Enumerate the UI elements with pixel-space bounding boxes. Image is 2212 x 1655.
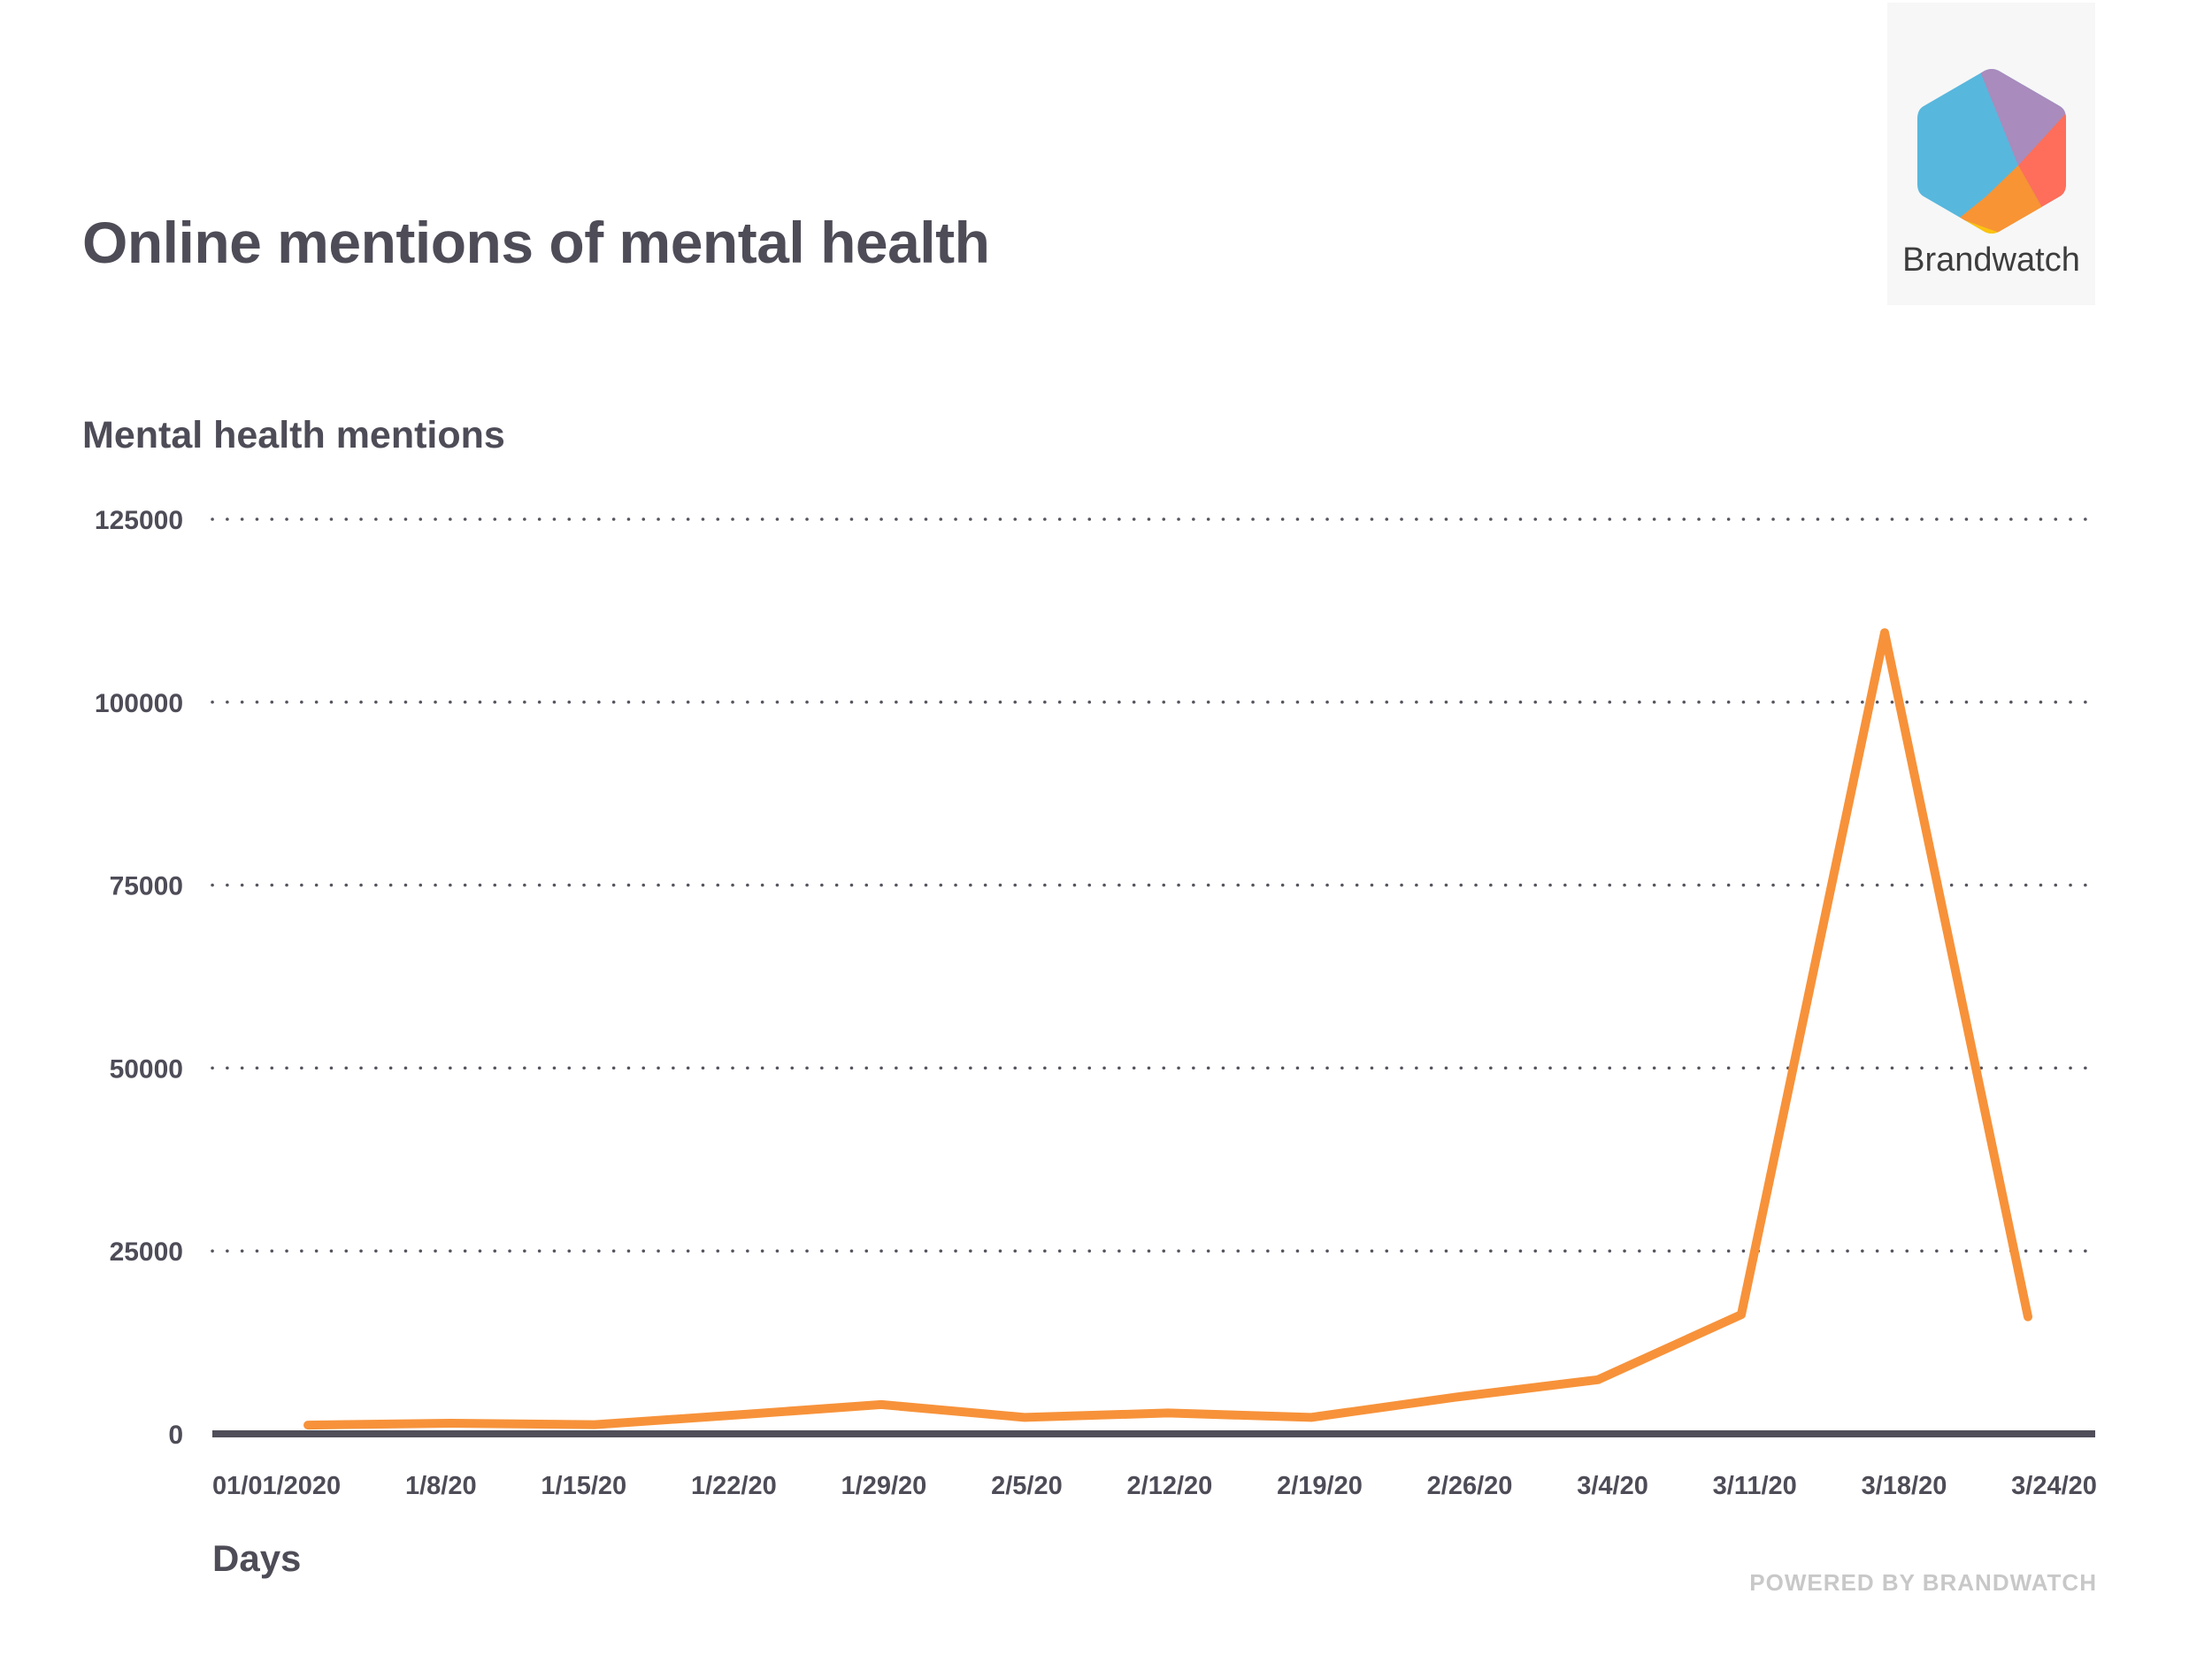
x-tick-label: 3/11/20	[1712, 1472, 1797, 1500]
data-line-layer	[303, 628, 2032, 1430]
chart-title: Online mentions of mental health	[82, 210, 990, 275]
powered-by-label: POWERED BY BRANDWATCH	[1749, 1569, 2097, 1596]
x-tick-label: 2/5/20	[991, 1472, 1063, 1500]
x-tick-label: 3/24/20	[2011, 1472, 2097, 1500]
y-axis-ticks: 0 25000 50000 75000 100000 125000	[95, 506, 183, 1450]
x-tick-label: 1/8/20	[404, 1472, 477, 1500]
x-tick-label: 1/29/20	[841, 1472, 927, 1500]
y-tick-label: 0	[168, 1421, 183, 1450]
x-axis-labels: 01/01/2020 1/8/20 1/15/20 1/22/20 1/29/20 2/5…	[212, 1472, 2097, 1501]
gridlines	[211, 517, 2095, 1437]
x-tick-label: 3/4/20	[1577, 1472, 1648, 1500]
x-tick-label: 2/26/20	[1426, 1472, 1513, 1500]
y-tick-label: 25000	[110, 1237, 183, 1267]
y-tick-label: 125000	[95, 506, 183, 535]
y-axis-title: Mental health mentions	[82, 414, 505, 456]
y-tick-label: 100000	[95, 689, 183, 718]
x-tick-label: 2/19/20	[1277, 1472, 1363, 1500]
x-tick-label: 01/01/2020	[212, 1472, 342, 1500]
y-tick-label: 50000	[110, 1054, 183, 1084]
brandwatch-logo: Brandwatch	[1887, 3, 2095, 305]
x-tick-label: 2/12/20	[1126, 1472, 1213, 1500]
series-line	[303, 628, 2032, 1430]
brandwatch-hexagon-icon	[1917, 69, 2066, 234]
x-tick-label: 1/15/20	[541, 1472, 627, 1500]
x-tick-label: 1/22/20	[690, 1472, 777, 1500]
x-axis-title: Days	[212, 1537, 302, 1579]
y-tick-label: 75000	[110, 872, 183, 901]
x-tick-label: 3/18/20	[1861, 1472, 1947, 1500]
logo-wordmark: Brandwatch	[1902, 241, 2080, 279]
